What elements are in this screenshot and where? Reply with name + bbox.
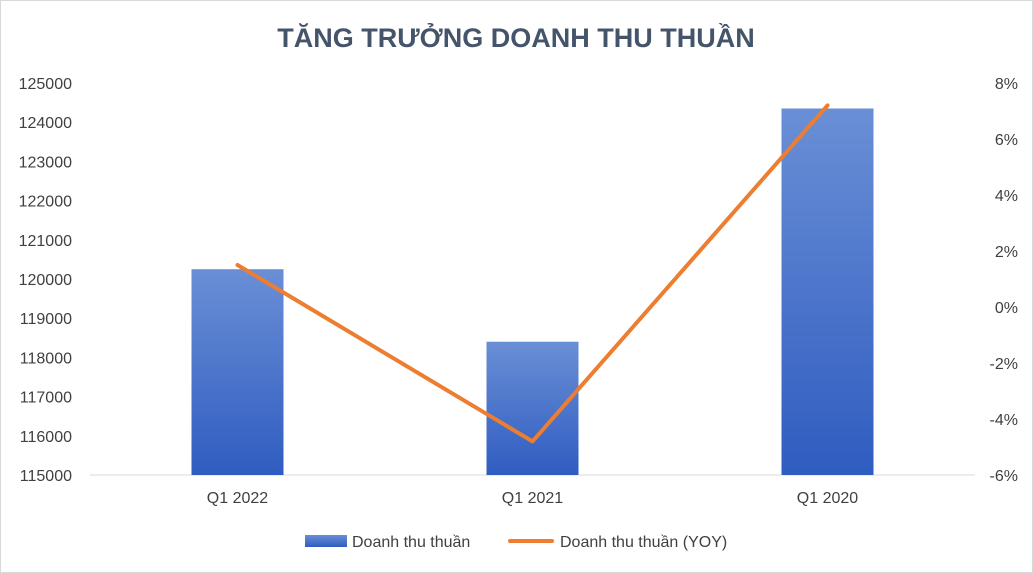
left-tick-label: 121000	[19, 233, 72, 250]
yoy-point	[237, 264, 238, 266]
left-tick-label: 124000	[19, 115, 72, 132]
right-tick-label: 2%	[995, 244, 1018, 261]
left-tick-label: 115000	[20, 468, 72, 485]
left-tick-label: 116000	[20, 429, 72, 446]
chart-title: TĂNG TRƯỞNG DOANH THU THUẦN	[277, 21, 754, 53]
x-axis-ticks: Q1 2022 Q1 2021 Q1 2020	[207, 490, 858, 507]
bar	[781, 108, 874, 475]
legend-label-line: Doanh thu thuần (YOY)	[560, 534, 727, 551]
right-tick-label: 4%	[995, 188, 1018, 205]
right-tick-label: 6%	[995, 132, 1018, 149]
line-series	[235, 103, 830, 444]
left-axis-ticks: 115000 116000 117000 118000 119000 120000 1210…	[19, 76, 72, 485]
right-tick-label: 8%	[995, 76, 1018, 93]
legend-label-bar: Doanh thu thuần	[352, 534, 470, 551]
right-tick-label: -4%	[990, 412, 1018, 429]
legend-swatch-bar	[305, 535, 347, 547]
left-tick-label: 119000	[20, 311, 72, 328]
category-label: Q1 2022	[207, 490, 268, 507]
right-axis-ticks: -6% -4% -2% 0% 2% 4% 6% 8%	[990, 76, 1018, 485]
category-label: Q1 2020	[797, 490, 858, 507]
left-tick-label: 123000	[19, 154, 72, 171]
left-tick-label: 117000	[20, 390, 72, 407]
left-tick-label: 118000	[20, 350, 72, 367]
left-tick-label: 120000	[19, 272, 72, 289]
category-label: Q1 2021	[502, 490, 563, 507]
left-tick-label: 125000	[19, 76, 72, 93]
yoy-point	[827, 104, 828, 106]
right-tick-label: -2%	[990, 356, 1018, 373]
bar-series	[191, 108, 874, 475]
yoy-point	[532, 440, 533, 442]
bar	[191, 269, 284, 475]
bar	[486, 341, 579, 475]
left-tick-label: 122000	[19, 194, 72, 211]
legend: Doanh thu thuần Doanh thu thuần (YOY)	[305, 534, 727, 551]
right-tick-label: 0%	[995, 300, 1018, 317]
right-tick-label: -6%	[990, 468, 1018, 485]
